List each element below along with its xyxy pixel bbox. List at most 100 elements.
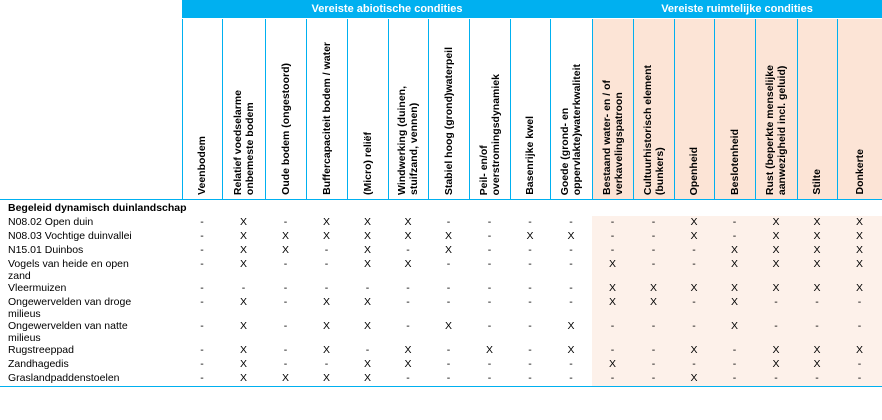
cell-value: X [674, 216, 714, 230]
cell-value: - [569, 296, 573, 308]
cell-value: - [569, 216, 573, 228]
cell-value: - [797, 372, 837, 387]
cell-value: X [837, 282, 882, 296]
cell-value: X [592, 296, 633, 320]
column-header-label: Stilte [811, 169, 823, 195]
column-header-17: Donkerte [836, 18, 882, 200]
cell-value: - [569, 282, 573, 294]
cell-value: - [487, 358, 492, 370]
cell-value: - [837, 372, 882, 387]
cell-value: - [528, 296, 532, 308]
group-header-row: Vereiste abiotische condities Vereiste r… [0, 0, 882, 19]
cell-value: X [755, 258, 797, 282]
table-row: N08.03 Vochtige duinvallei - X X X X X X - X X - - X -… [0, 230, 882, 244]
cell-value: X [837, 216, 882, 230]
cell-value: - [755, 296, 797, 320]
cell-value: - [633, 372, 674, 387]
cell-value: - [550, 372, 592, 387]
cell-value: X [837, 258, 882, 282]
abiotic-group-header: Vereiste abiotische condities [182, 0, 592, 19]
cell-value: - [592, 244, 633, 258]
cell-value: X [444, 244, 452, 256]
cell-value: X [444, 230, 452, 242]
cell-value: - [446, 216, 451, 228]
cell-value: - [592, 230, 633, 244]
cell-value: - [755, 320, 797, 344]
cell-value: X [281, 230, 289, 242]
cell-value: X [837, 230, 882, 244]
cell-value: - [446, 358, 451, 370]
cell-value: X [281, 244, 289, 256]
cell-value: X [347, 372, 388, 387]
cell-value: - [283, 320, 288, 332]
column-header-3: Oude bodem (ongestoord) [264, 18, 306, 200]
table-row: Rugstreeppad - X - X - X - X - X - - X - X X X [0, 344, 882, 358]
row-label-header [0, 18, 182, 200]
cell-value: - [365, 344, 370, 356]
table-row: Graslandpaddenstoelen - X X X X - - - - - - - X - - - - [0, 372, 882, 387]
row-label: Rugstreeppad [8, 344, 74, 356]
cell-value: X [797, 230, 837, 244]
cell-value: X [797, 216, 837, 230]
cell-value: X [363, 244, 371, 256]
column-header-4: Buffercapaciteit bodem / water [305, 18, 347, 200]
column-header-label: Beslotenheid [728, 129, 741, 195]
cell-value: - [592, 320, 633, 344]
cell-value: - [200, 230, 204, 242]
cell-value: X [714, 282, 755, 296]
row-label: Vleermuizen [8, 282, 67, 294]
cell-value: X [239, 358, 247, 370]
cell-value: - [200, 296, 204, 308]
cell-value: X [837, 344, 882, 358]
cell-value: - [592, 372, 633, 387]
cell-value: X [363, 320, 371, 332]
cell-value: - [283, 296, 288, 308]
cell-value: X [363, 216, 371, 228]
cell-value: X [797, 282, 837, 296]
cell-value: X [797, 358, 837, 372]
cell-value: - [200, 358, 204, 370]
cell-value: - [487, 296, 492, 308]
cell-value: - [200, 244, 204, 256]
cell-value: X [306, 372, 347, 387]
cell-value: - [324, 358, 329, 370]
cell-value: - [714, 358, 755, 372]
corner-cell [0, 0, 182, 19]
cell-value: - [633, 344, 674, 358]
cell-value: - [487, 244, 492, 256]
cell-value: - [283, 282, 288, 294]
cell-value: X [239, 230, 247, 242]
cell-value: - [714, 216, 755, 230]
section-row: Begeleid dynamisch duinlandschap [0, 199, 882, 216]
cell-value: - [324, 282, 329, 294]
column-header-label: Veenbodem [196, 136, 208, 195]
cell-value: X [592, 282, 633, 296]
cell-value: X [714, 244, 755, 258]
cell-value: - [406, 296, 410, 308]
cell-value: - [837, 358, 882, 372]
cell-value: X [755, 358, 797, 372]
column-header-label: Goede (grond- en oppervlakte)waterkwalit… [559, 63, 583, 195]
cell-value: X [363, 358, 371, 370]
column-header-label: (Micro) reliëf [361, 131, 374, 195]
cell-value: X [674, 372, 714, 387]
cell-value: X [239, 244, 247, 256]
cell-value: X [633, 282, 674, 296]
cell-value: - [200, 344, 204, 356]
table-row: Zandhagedis - X - - X X - - - - X - - - X X - [0, 358, 882, 372]
column-header-label: Windwerking (duinen, stuifzand, vennen) [396, 86, 420, 195]
cell-value: X [404, 358, 412, 370]
cell-value: - [487, 216, 492, 228]
cell-value: - [592, 344, 633, 358]
cell-value: X [322, 296, 330, 308]
column-header-14: Beslotenheid [713, 18, 755, 200]
cell-value: X [755, 344, 797, 358]
cell-value: X [592, 258, 633, 282]
cell-value: X [567, 344, 575, 356]
column-header-5: (Micro) reliëf [346, 18, 388, 200]
cell-value: - [837, 296, 882, 320]
cell-value: - [633, 230, 674, 244]
cell-value: - [674, 358, 714, 372]
cell-value: X [239, 344, 247, 356]
cell-value: - [674, 320, 714, 344]
